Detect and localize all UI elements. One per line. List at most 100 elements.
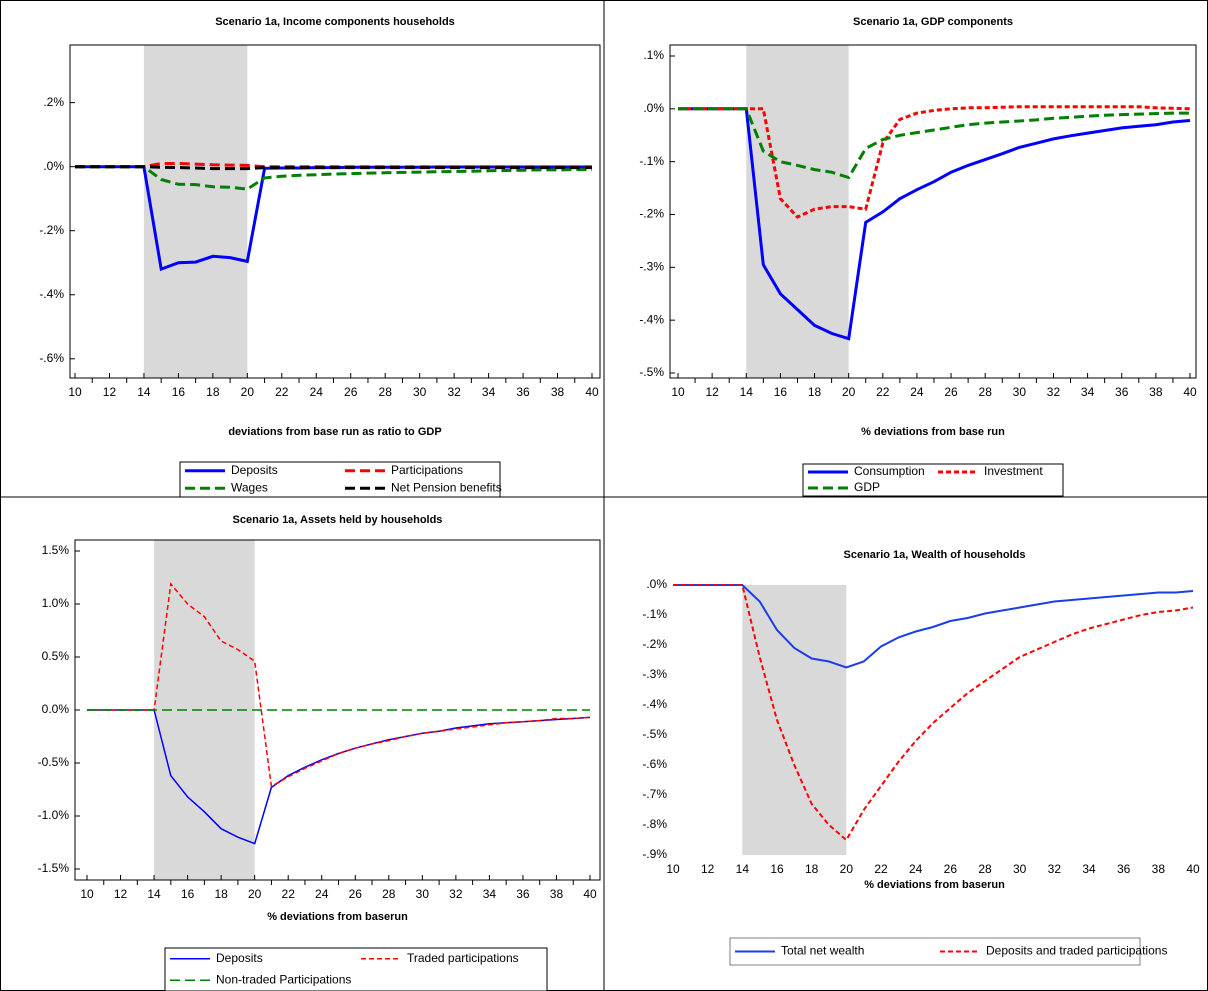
y-tick-label: -.4% (639, 312, 664, 326)
x-tick-label: 18 (206, 385, 220, 399)
x-tick-label: 28 (379, 385, 393, 399)
shaded-period (143, 45, 248, 378)
y-tick-label: -.4% (39, 287, 64, 301)
x-tick-label: 20 (840, 862, 854, 876)
y-tick-label: -1.0% (38, 808, 70, 822)
x-tick-label: 26 (944, 862, 958, 876)
x-tick-label: 34 (482, 385, 496, 399)
line-series (673, 584, 1194, 669)
y-tick-label: .0% (43, 159, 64, 173)
x-axis-label: deviations from base run as ratio to GDP (228, 426, 441, 438)
y-tick-label: .0% (643, 101, 664, 115)
line-series (678, 105, 1191, 219)
legend-label: GDP (854, 480, 880, 494)
y-tick-label: -.2% (39, 223, 64, 237)
x-tick-label: 16 (181, 887, 195, 901)
x-tick-label: 32 (1047, 385, 1061, 399)
x-tick-label: 24 (909, 862, 923, 876)
y-tick-label: -.6% (642, 757, 667, 771)
x-tick-label: 10 (80, 887, 94, 901)
legend-box (164, 947, 548, 991)
x-tick-label: 36 (516, 385, 530, 399)
x-tick-label: 16 (770, 862, 784, 876)
x-tick-label: 24 (315, 887, 329, 901)
line-series (673, 584, 1194, 842)
x-tick-label: 38 (1152, 862, 1166, 876)
y-tick-label: -.3% (642, 667, 667, 681)
chart-title: Scenario 1a, Income components household… (215, 16, 455, 28)
x-tick-label: 28 (979, 385, 993, 399)
x-axis-label: % deviations from baserun (864, 879, 1005, 891)
legend-label: Net Pension benefits (391, 480, 502, 494)
legend-box (802, 463, 1064, 497)
line-series (678, 107, 1190, 180)
chart-title: Scenario 1a, GDP components (853, 16, 1013, 28)
legend-label: Participations (391, 463, 463, 477)
legend-box (729, 937, 1141, 966)
x-tick-label: 10 (666, 862, 680, 876)
y-tick-label: -0.5% (38, 755, 70, 769)
y-tick-label: -.6% (39, 351, 64, 365)
x-tick-label: 34 (1082, 862, 1096, 876)
legend-label: Deposits and traded participations (986, 944, 1167, 958)
x-tick-label: 22 (275, 385, 289, 399)
legend-label: Wages (231, 480, 268, 494)
x-tick-label: 12 (103, 385, 117, 399)
y-tick-label: -.2% (642, 637, 667, 651)
x-tick-label: 22 (876, 385, 890, 399)
legend-label: Traded participations (407, 951, 519, 965)
x-tick-label: 22 (282, 887, 296, 901)
y-tick-label: 0.5% (42, 649, 70, 663)
x-tick-label: 10 (68, 385, 82, 399)
x-tick-label: 38 (551, 385, 565, 399)
x-tick-label: 32 (447, 385, 461, 399)
y-tick-label: -.2% (639, 207, 664, 221)
y-tick-label: 1.0% (42, 596, 70, 610)
x-tick-label: 12 (705, 385, 719, 399)
x-tick-label: 36 (1115, 385, 1129, 399)
line-series (87, 582, 591, 788)
y-tick-label: -1.5% (38, 861, 70, 875)
x-tick-label: 40 (1186, 862, 1200, 876)
legend-label: Total net wealth (781, 944, 864, 958)
y-tick-label: -.1% (639, 154, 664, 168)
y-tick-label: -.8% (642, 817, 667, 831)
x-tick-label: 20 (241, 385, 255, 399)
plot-frame (669, 44, 1197, 379)
x-tick-label: 38 (1149, 385, 1163, 399)
plot-frame (69, 44, 601, 379)
x-tick-label: 36 (1117, 862, 1131, 876)
x-tick-label: 18 (214, 887, 228, 901)
y-tick-label: .2% (43, 95, 64, 109)
x-tick-label: 24 (310, 385, 324, 399)
y-tick-label: .0% (646, 577, 667, 591)
legend-label: Deposits (216, 951, 263, 965)
x-tick-label: 40 (585, 385, 599, 399)
x-tick-label: 14 (736, 862, 750, 876)
legend-label: Deposits (231, 463, 278, 477)
x-tick-label: 12 (114, 887, 128, 901)
x-tick-label: 26 (349, 887, 363, 901)
x-axis-label: % deviations from base run (861, 426, 1005, 438)
y-tick-label: -.3% (639, 260, 664, 274)
shaded-period (742, 585, 847, 855)
x-tick-label: 26 (944, 385, 958, 399)
x-tick-label: 36 (516, 887, 530, 901)
x-tick-label: 18 (805, 862, 819, 876)
line-series (75, 165, 592, 171)
x-tick-label: 22 (874, 862, 888, 876)
x-tick-label: 14 (740, 385, 754, 399)
chart-title: Scenario 1a, Assets held by households (233, 514, 443, 526)
x-tick-label: 38 (550, 887, 564, 901)
x-tick-label: 14 (147, 887, 161, 901)
legend-label: Investment (984, 464, 1043, 478)
x-tick-label: 16 (774, 385, 788, 399)
y-tick-label: -.1% (642, 607, 667, 621)
shaded-period (746, 45, 849, 378)
y-tick-label: -.5% (642, 727, 667, 741)
x-tick-label: 30 (1013, 385, 1027, 399)
x-tick-label: 28 (382, 887, 396, 901)
x-tick-label: 34 (1081, 385, 1095, 399)
x-tick-label: 18 (808, 385, 822, 399)
